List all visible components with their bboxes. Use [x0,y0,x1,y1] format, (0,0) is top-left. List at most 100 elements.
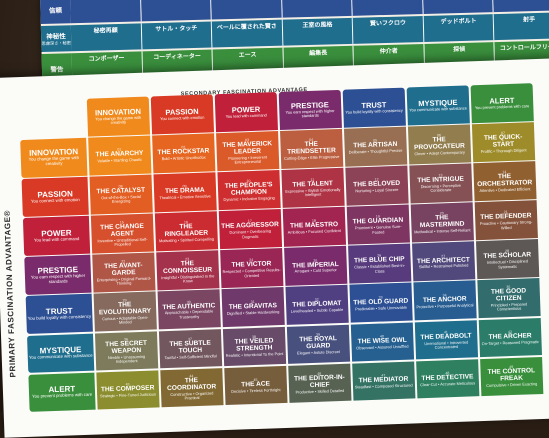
archetype-cell: 35 THE GOOD CITIZEN Principled • Prepared … [476,278,541,319]
archetype-number: 10 [246,178,251,184]
archetype-cell: 16 THE RINGLEADER Motivating • Spirited Co… [154,211,219,252]
archetype-number: 14 [502,170,507,175]
archetype-number: 20 [439,211,444,216]
archetype-number: 31 [250,299,255,304]
archetype-number: 34 [442,292,447,298]
archetype-traits: Predictable • Safe Unmovable [355,304,407,312]
column-header-sub: You communicate with substance [409,105,467,113]
archetype-number: 28 [505,249,510,254]
archetype-cell: 19 THE GUARDIAN Prominent • Genuine Sure-F… [346,204,410,245]
archetype-traits: Discerning • Perceptive Considerate [420,182,462,194]
row-header-sub: You change the game with creativity [28,155,80,167]
archetype-number: 17 [247,219,252,224]
jp-row-label-text: 信頼 [48,7,63,15]
row-header-passion: PASSION You connect with emotion [21,176,89,217]
jp-cell [211,0,283,20]
archetype-cell: 46 THE EDITOR-IN-CHIEF Productive • Skille… [287,363,352,404]
archetype-traits: Tactful • Self-Sufficient Mindful [164,353,217,361]
archetype-number: 32 [314,297,319,302]
archetype-traits: Arrogant • Cold Superior [294,267,337,275]
archetype-cell: 34 THE ANCHOR Protective • Purposeful Anal… [412,280,477,321]
archetype-cell: 37 THE SUBTLE TOUCH Tactful • Self-Suffici… [158,328,223,369]
row-header-prestige: PRESTIGE You earn respect with higher sta… [24,255,92,295]
archetype-cell: 33 THE OLD GUARD Predictable • Safe Unmova… [348,282,413,323]
archetype-traits: Enterprising • Original Forward-Thinking [96,275,152,286]
archetype-traits: Respected • Competitive Results-Oriented [222,267,281,278]
archetype-number: 43 [125,382,130,387]
archetype-traits: Inventive • Untraditional Self-Propelled [97,236,148,247]
jp-cell: デッドボルト [423,14,495,42]
jp-cell: 射手 [494,12,549,41]
archetype-cell: 18 THE MAESTRO Ambitious • Focused Confide… [282,207,347,247]
archetype-cell: 22 THE AVANT-GARDE Enterprising • Original… [91,252,156,293]
column-header-sub: You build loyalty with consistency [345,107,403,115]
archetype-number: 04 [309,137,314,142]
archetype-cell: 41 THE DEADBOLT Unemotional • Introverted … [414,319,479,360]
archetype-number: 45 [253,377,258,382]
column-header-sub: You prevent problems with care [474,103,530,111]
jp-cell [70,0,142,24]
jp-cell-name: 編集長 [309,50,328,57]
archetype-traits: Pioneering • Irreverent Entrepreneurial [228,153,268,165]
archetype-cell: 06 THE PROVOCATEUR Clever • Adept Contempo… [407,124,472,165]
archetype-cell: 32 THE DIPLOMAT Levelheaded • Subtle Capab… [284,285,349,325]
archetype-traits: Classic • Established Best-in-Class [354,263,405,274]
row-header-sub: You lead with command [33,236,80,243]
jp-cell-name: エース [238,52,257,59]
archetype-number: 19 [375,214,380,220]
archetype-cell: 29 THE EVOLUTIONARY Curious • Adaptable Op… [93,291,157,332]
archetype-traits: Compulsive • Driven Exacting [486,381,538,389]
archetype-traits: Methodical • Intense Self-Reliant [414,227,471,235]
column-header-prestige: PRESTIGE You earn respect with higher sta… [278,89,342,130]
archetype-cell: 30 THE AUTHENTIC Approachable • Dependable… [157,289,221,330]
archetype-number: 05 [373,138,378,144]
row-header-sub: You build loyalty with consistency [27,313,92,322]
archetype-traits: Nimble • Unassuming Independent [107,353,146,365]
archetype-cell: 03 THE MAVERICK LEADER Pioneering • Irreve… [215,131,280,171]
jp-cell [281,0,353,18]
archetype-cell: 40 THE WISE OWL Observant • Assured Unruff… [350,322,415,362]
jp-row-label-sub: 思慮深さ・秘密 [41,40,72,46]
row-header-sub: You communicate with substance [28,353,93,361]
row-header-power: POWER You lead with command [22,215,91,256]
archetype-traits: Clever • Adept Contemporary [414,149,465,156]
archetype-cell: 43 THE COMPOSER Strategic • Fine-Tuned Jud… [95,370,160,410]
row-header-innovation: INNOVATION You change the game with creat… [20,137,88,178]
archetype-cell: 25 THE IMPERIAL Arrogant • Cold Superior [283,246,348,286]
archetype-number: 16 [183,220,188,225]
archetype-cell: 27 THE ARCHITECT Skillful • Restrained Pol… [411,241,476,282]
matrix-corner [19,99,86,139]
archetype-cell: 20 THE MASTERMIND Methodical • Intense Sel… [410,202,474,243]
archetype-number: 46 [317,372,322,377]
archetype-traits: Out-of-the-Box • Social Energizing [101,194,141,205]
row-header-sub: You prevent problems with care [32,392,93,400]
archetype-traits: Skillful • Restrained Polished [418,262,469,270]
archetype-cell: 28 THE SCHOLAR Intellectual • Disciplined … [475,239,540,280]
archetype-traits: Nurturing • Loyal Sincere [355,187,399,194]
jp-cell: 秘密再顧 [70,23,143,52]
archetype-number: 37 [187,337,193,342]
archetype-traits: Attentive • Dedicated Efficient [479,186,531,193]
jp-cell [493,0,549,13]
archetype-traits: Volatile • Startling Chaotic [97,157,143,164]
jp-row-label: 信頼 [40,0,71,24]
jp-cell [352,0,424,16]
archetype-cell: 10 THE PEOPLE'S CHAMPION Dynamic • Inclusi… [216,170,281,210]
jp-cell-name: 射手 [523,17,536,24]
archetype-number: 21 [503,210,508,215]
archetype-traits: Curious • Adaptable Open-Minded [102,314,149,325]
archetype-matrix: INNOVATION You change the game with creat… [19,83,544,413]
jp-cell-name: コーディネーター [153,53,201,62]
column-header-innovation: INNOVATION You change the game with creat… [86,96,151,137]
archetype-cell: 44 THE COORDINATOR Constructive • Organize… [159,367,224,408]
archetype-traits: Elegant • Astute Discreet [296,349,341,356]
archetype-number: 06 [436,133,442,138]
archetype-cell: 36 THE SECRET WEAPON Nimble • Unassuming I… [94,330,159,371]
archetype-traits: Insightful • Distinguished In the Know [161,273,215,284]
archetype-traits: Deliberate • Thoughtful Precise [348,147,403,155]
archetype-cell: 21 THE DEFENDER Proactive • Cautionary Str… [474,200,538,241]
archetype-traits: Steadfast • Composed Structured [354,382,413,390]
column-header-trust: TRUST You build loyalty with consistency [342,87,406,128]
archetype-number: 40 [379,334,385,339]
archetype-cell: 38 THE VEILED STRENGTH Realistic • Intenti… [222,326,287,367]
